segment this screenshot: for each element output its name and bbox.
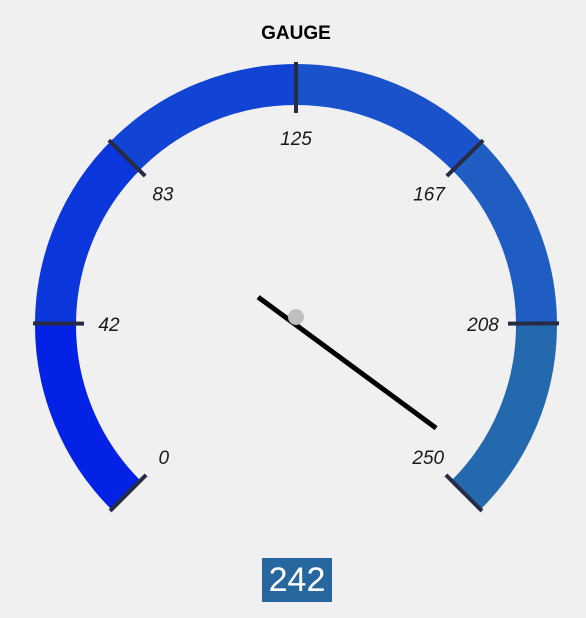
gauge-arc-segment — [35, 323, 141, 510]
gauge-title: GAUGE — [261, 23, 331, 44]
gauge-tick-label: 125 — [280, 129, 312, 150]
gauge-tick — [445, 138, 485, 178]
gauge-arc-segment — [451, 140, 557, 327]
gauge-value-display: 242 — [262, 558, 332, 602]
gauge-needle — [256, 295, 438, 431]
gauge-arc-segment — [450, 324, 557, 511]
gauge-tick — [444, 473, 484, 513]
gauge-tick-label: 208 — [466, 315, 499, 336]
gauge-needle-hub — [288, 309, 304, 325]
gauge-tick — [108, 473, 148, 513]
gauge-arc-segment — [295, 64, 482, 171]
gauge-ticks — [32, 62, 560, 513]
gauge-arc-segment — [111, 64, 298, 170]
gauge-arc — [35, 64, 557, 511]
gauge-tick-label: 250 — [411, 448, 444, 469]
gauge-arc-segment — [35, 139, 142, 326]
gauge-tick-labels: 0 42 83 125 167 208 250 — [98, 129, 499, 469]
gauge-tick-label: 167 — [413, 185, 446, 206]
gauge-tick-label: 0 — [158, 448, 169, 469]
gauge-tick-label: 42 — [98, 315, 120, 336]
gauge-tick-label: 83 — [152, 185, 174, 206]
gauge-tick — [107, 138, 147, 178]
